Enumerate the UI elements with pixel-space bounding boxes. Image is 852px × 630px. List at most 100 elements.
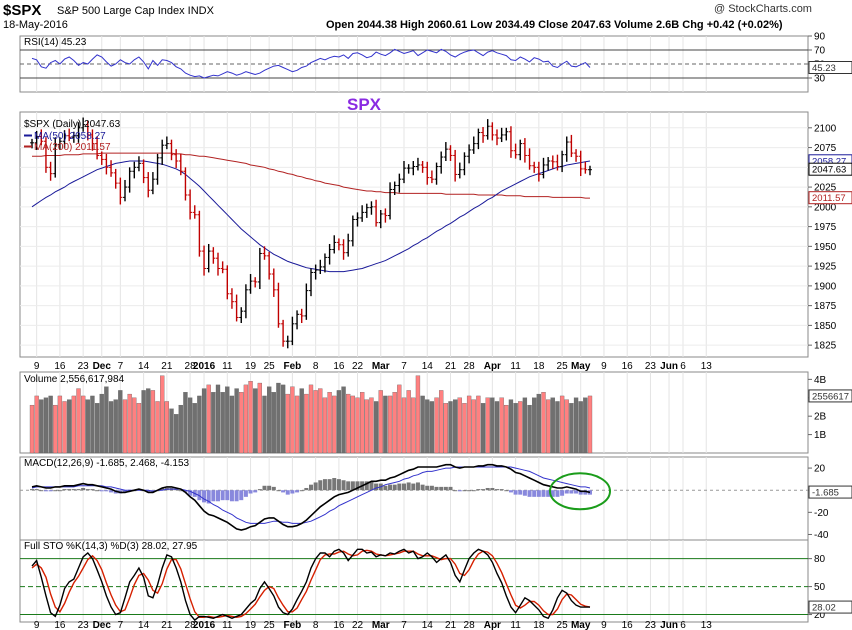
rsi-value-tag-box (808, 61, 852, 74)
volume-bar (378, 390, 383, 454)
volume-bar (132, 397, 137, 454)
macd-histogram-bar (34, 489, 39, 491)
macd-histogram-bar (522, 490, 527, 496)
volume-bar (508, 399, 514, 454)
macd-histogram-bar (546, 490, 551, 497)
volume-bar (401, 397, 407, 454)
macd-histogram-bar (578, 490, 583, 495)
macd-histogram-bar (476, 489, 481, 491)
volume-bar (313, 390, 318, 454)
macd-histogram-bar (90, 489, 95, 491)
volume-axis-tick-label: 2B (814, 412, 827, 423)
top-date-label: 23 (78, 361, 90, 372)
macd-histogram-bar (62, 489, 67, 491)
volume-bar (541, 392, 546, 454)
macd-histogram-bar (160, 487, 165, 491)
volume-bar (304, 393, 309, 454)
macd-histogram-bar (318, 480, 323, 491)
volume-bar (373, 401, 379, 454)
top-date-label: 11 (222, 361, 233, 372)
top-date-label: 13 (701, 361, 713, 372)
volume-bar (62, 401, 67, 454)
volume-bar (234, 388, 239, 454)
price-axis-tick-label: 1950 (814, 242, 837, 253)
volume-bar (262, 395, 267, 454)
macd-histogram-bar (555, 490, 560, 497)
ohlc-summary: Open 2044.38 High 2060.61 Low 2034.49 Cl… (326, 19, 783, 31)
macd-title: MACD(12,26,9) -1.685, 2.468, -4.153 (24, 458, 190, 469)
macd-histogram-bar (262, 485, 267, 491)
macd-histogram-bar (150, 490, 155, 492)
macd-histogram-bar (346, 481, 351, 491)
top-date-label: 9 (34, 361, 40, 372)
macd-histogram-bar (513, 490, 518, 495)
macd-histogram-bar (429, 485, 434, 491)
macd-line (31, 463, 591, 531)
macd-histogram-bar (425, 485, 430, 491)
volume-bar (322, 397, 328, 454)
volume-bar (108, 401, 114, 454)
macd-histogram-bar (53, 490, 58, 492)
sto-d-line (31, 549, 591, 619)
volume-bar (173, 414, 179, 454)
macd-histogram-bar (564, 490, 569, 494)
macd-histogram-bar (81, 487, 86, 491)
volume-bar (215, 384, 221, 454)
top-date-label: 16 (622, 361, 634, 372)
macd-histogram-bar (448, 486, 453, 491)
bottom-date-label: 7 (401, 620, 407, 630)
macd-histogram-bar (457, 490, 462, 492)
bottom-date-label: 22 (352, 620, 364, 630)
volume-bar (387, 395, 393, 454)
top-date-label: 22 (352, 361, 364, 372)
volume-bar (397, 384, 402, 454)
price-axis-tick-label: 1975 (814, 222, 837, 233)
price-axis-tick-label: 2000 (814, 202, 837, 213)
volume-bar (327, 392, 332, 454)
volume-bar (550, 397, 555, 454)
volume-bar (452, 399, 458, 454)
volume-bar (253, 388, 258, 454)
volume-bar (99, 393, 104, 454)
macd-histogram-bar (508, 490, 513, 493)
volume-bar (332, 395, 337, 454)
rsi-axis-tick-label: 90 (814, 32, 826, 43)
price-axis-tick-label: 1925 (814, 262, 837, 273)
macd-panel-frame (19, 456, 809, 541)
macd-histogram-bar (39, 490, 44, 492)
volume-bar (122, 399, 128, 454)
top-date-label: May (571, 361, 591, 372)
bottom-date-label: May (571, 620, 591, 630)
top-date-label: 25 (557, 361, 569, 372)
volume-bar (57, 395, 63, 454)
stochastic-title: Full STO %K(14,3) %D(3) 28.02, 27.95 (24, 541, 198, 552)
macd-histogram-bar (30, 489, 34, 491)
volume-bar (266, 386, 272, 454)
top-date-label: 8 (313, 361, 319, 372)
bottom-date-label: 28 (185, 620, 197, 630)
macd-histogram-bar (309, 484, 313, 491)
macd-histogram-bar (225, 490, 230, 501)
bottom-date-label: 11 (510, 620, 521, 630)
macd-histogram-bar (490, 487, 495, 491)
volume-bar (229, 395, 235, 454)
chart-header: $SPX S&P 500 Large Cap Index INDX 18-May… (0, 0, 852, 34)
macd-histogram-bar (536, 490, 541, 497)
volume-value-tag: 2556617 (812, 391, 849, 402)
macd-axis-tick-label: -40 (814, 530, 829, 541)
macd-histogram-bar (327, 479, 332, 491)
volume-bar (490, 397, 495, 454)
macd-histogram-bar (276, 490, 281, 492)
macd-histogram-bar (504, 490, 509, 492)
macd-histogram-bar (332, 478, 337, 491)
macd-histogram-bar (211, 490, 216, 502)
macd-histogram-bar (388, 484, 393, 491)
macd-histogram-bar (481, 489, 486, 491)
macd-histogram-bar (71, 489, 76, 491)
volume-bar (294, 395, 300, 454)
volume-bar (299, 388, 304, 454)
volume-bar (150, 390, 156, 454)
macd-histogram-bar (574, 490, 579, 494)
top-date-label: 2016 (193, 361, 216, 372)
macd-histogram-bar (532, 490, 537, 497)
